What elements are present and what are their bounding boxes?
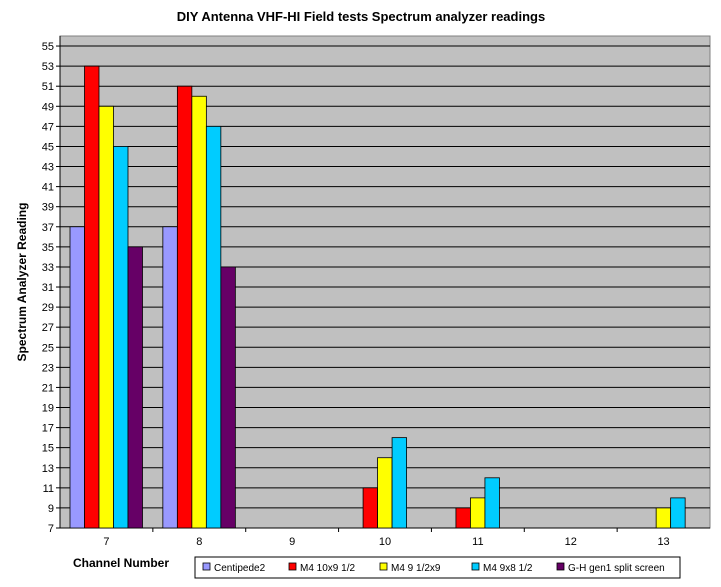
- y-tick-label: 43: [42, 162, 54, 174]
- bar: [670, 497, 686, 529]
- bar: [176, 85, 193, 529]
- bar: [655, 507, 672, 529]
- legend-label: M4 10x9 1/2: [300, 563, 355, 574]
- bar: [362, 487, 378, 529]
- bar: [455, 507, 471, 529]
- legend-label: G-H gen1 split screen: [568, 563, 665, 574]
- y-tick-label: 53: [42, 61, 54, 73]
- x-axis-ticks: 7 8 9 10 11 12 13: [103, 528, 670, 548]
- legend-box: [194, 556, 681, 579]
- y-tick-label: 47: [42, 121, 54, 133]
- legend-swatch: [379, 562, 388, 571]
- legend-swatch: [202, 562, 211, 571]
- y-tick-label: 41: [42, 182, 54, 194]
- x-tick-label: 9: [289, 536, 295, 548]
- bar: [391, 437, 407, 529]
- bar: [127, 246, 143, 529]
- y-tick-label: 15: [42, 443, 54, 455]
- y-tick-label: 23: [42, 362, 54, 374]
- y-tick-label: 21: [42, 382, 54, 394]
- y-tick-label: 45: [42, 141, 54, 153]
- y-tick-label: 29: [42, 302, 54, 314]
- y-tick-label: 51: [42, 81, 54, 93]
- legend-label: M4 9 1/2x9: [391, 563, 441, 574]
- bar: [84, 65, 100, 529]
- x-tick-label: 11: [472, 536, 483, 548]
- chart-title: DIY Antenna VHF-HI Field tests Spectrum …: [177, 9, 545, 24]
- bar: [191, 95, 207, 529]
- bars: [69, 65, 686, 529]
- bar: [205, 125, 222, 529]
- y-tick-label: 49: [42, 101, 54, 113]
- y-tick-label: 25: [42, 342, 54, 354]
- y-tick-label: 33: [42, 262, 54, 274]
- bar: [69, 226, 85, 529]
- y-tick-label: 11: [43, 483, 54, 495]
- legend-swatch: [471, 562, 480, 571]
- y-tick-label: 19: [42, 403, 54, 415]
- y-tick-label: 7: [48, 523, 54, 535]
- y-tick-label: 37: [42, 222, 54, 234]
- y-tick-label: 31: [42, 282, 54, 294]
- bar: [220, 266, 236, 529]
- y-tick-label: 39: [42, 202, 54, 214]
- bar: [484, 477, 500, 529]
- plot-area: [59, 35, 711, 529]
- legend: Centipede2 M4 10x9 1/2 M4 9 1/2x9 M4 9x8 1/…: [194, 556, 681, 579]
- y-tick-label: 35: [42, 242, 54, 254]
- y-tick-label: 27: [42, 322, 54, 334]
- bar: [470, 497, 486, 529]
- x-tick-label: 10: [379, 536, 391, 548]
- legend-label: Centipede2: [214, 563, 266, 574]
- bar: [113, 146, 129, 529]
- x-tick-label: 7: [103, 536, 109, 548]
- legend-label: M4 9x8 1/2: [483, 563, 533, 574]
- y-tick-label: 13: [42, 463, 54, 475]
- legend-swatch: [556, 562, 565, 571]
- bar: [162, 226, 178, 529]
- bar: [377, 457, 393, 529]
- bar: [98, 105, 114, 529]
- y-tick-label: 17: [42, 423, 54, 435]
- x-tick-label: 8: [196, 536, 202, 548]
- y-tick-label: 55: [42, 41, 54, 53]
- x-tick-label: 12: [565, 536, 577, 548]
- y-tick-label: 9: [48, 503, 54, 515]
- legend-swatch: [288, 562, 297, 571]
- x-tick-label: 13: [657, 536, 669, 548]
- y-axis-label: Spectrum Analyzer Reading: [15, 203, 29, 362]
- x-axis-label: Channel Number: [73, 556, 169, 570]
